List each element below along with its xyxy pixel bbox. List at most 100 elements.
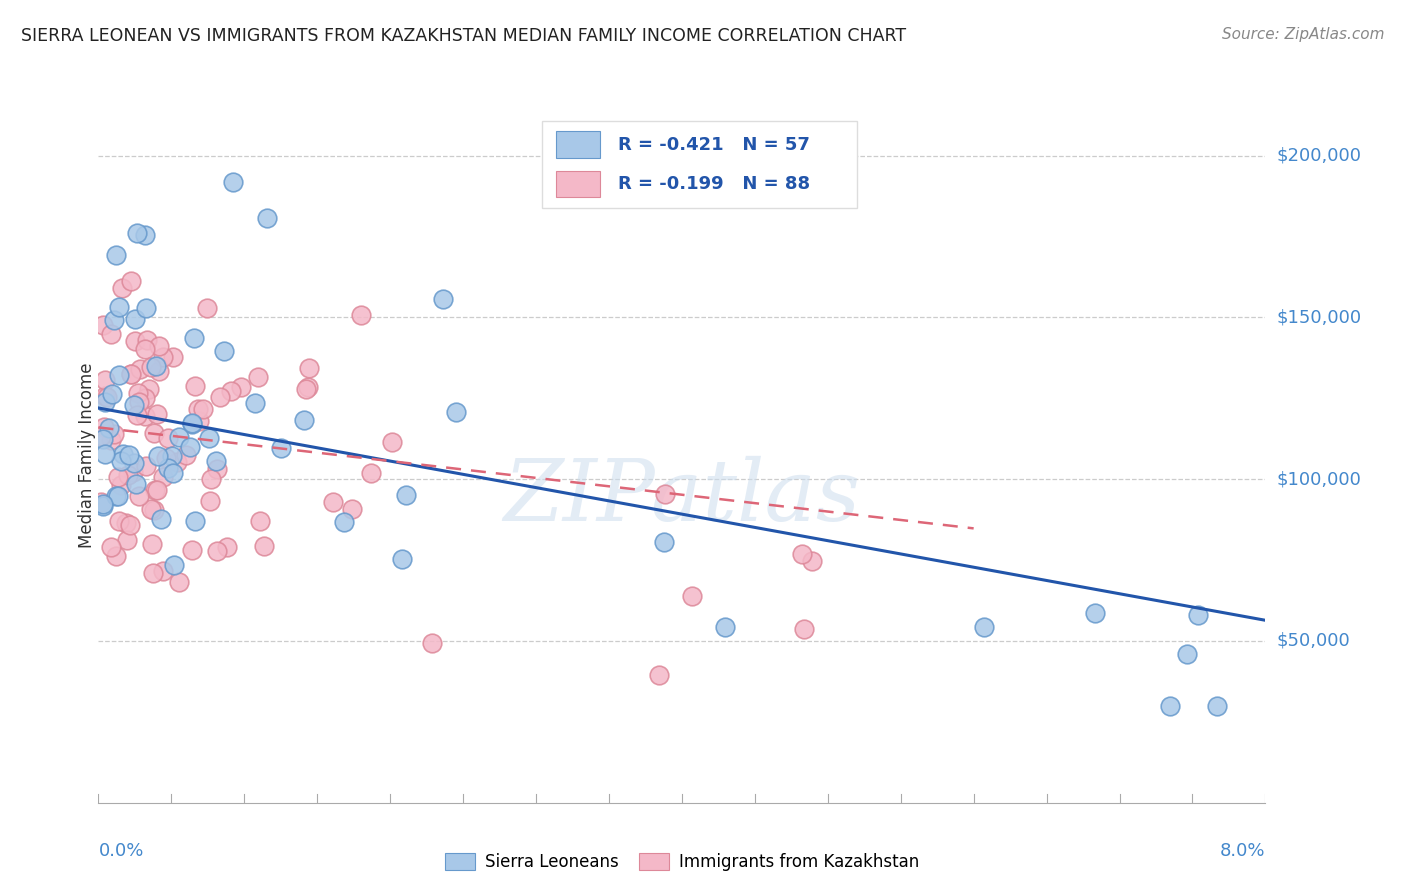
Point	[97, 421, 120, 435]
Point	[117, 468, 139, 483]
Point	[162, 467, 184, 481]
Point	[195, 301, 218, 316]
Point	[198, 431, 221, 445]
Point	[134, 227, 156, 242]
Text: 8.0%: 8.0%	[1220, 842, 1265, 860]
Point	[110, 478, 132, 492]
Point	[91, 497, 114, 511]
FancyBboxPatch shape	[541, 121, 856, 208]
FancyBboxPatch shape	[555, 131, 600, 158]
Point	[167, 574, 190, 589]
Point	[122, 456, 145, 470]
Point	[1175, 647, 1198, 661]
Point	[648, 667, 671, 681]
Text: R = -0.199   N = 88: R = -0.199 N = 88	[617, 175, 810, 194]
Point	[104, 549, 127, 563]
Point	[91, 432, 114, 446]
Text: $200,000: $200,000	[1277, 146, 1361, 165]
Point	[120, 368, 142, 382]
Point	[118, 448, 141, 462]
Point	[100, 433, 122, 447]
Point	[91, 318, 114, 332]
Point	[332, 515, 354, 529]
Point	[128, 489, 150, 503]
Point	[222, 175, 245, 189]
Point	[100, 540, 122, 554]
Point	[1084, 607, 1107, 621]
Point	[100, 387, 122, 401]
Point	[1187, 607, 1209, 622]
Point	[152, 564, 174, 578]
Point	[166, 455, 188, 469]
Point	[292, 413, 315, 427]
Point	[176, 449, 198, 463]
Point	[381, 435, 404, 450]
Point	[100, 326, 122, 341]
Point	[249, 514, 271, 528]
Point	[104, 248, 127, 262]
Point	[93, 447, 115, 461]
Point	[115, 533, 138, 548]
Point	[444, 405, 467, 419]
Point	[125, 226, 148, 240]
Point	[215, 541, 238, 555]
Point	[184, 379, 207, 393]
Point	[654, 486, 676, 500]
Point	[90, 429, 112, 443]
Text: $100,000: $100,000	[1277, 470, 1361, 488]
Point	[120, 274, 142, 288]
Point	[391, 552, 413, 566]
Point	[127, 386, 149, 401]
Text: 0.0%: 0.0%	[98, 842, 143, 860]
Text: $50,000: $50,000	[1277, 632, 1350, 650]
Point	[146, 449, 169, 463]
Point	[114, 516, 136, 531]
Point	[183, 331, 205, 345]
Point	[256, 211, 278, 225]
Point	[219, 384, 242, 398]
Point	[200, 472, 222, 486]
Text: SIERRA LEONEAN VS IMMIGRANTS FROM KAZAKHSTAN MEDIAN FAMILY INCOME CORRELATION CH: SIERRA LEONEAN VS IMMIGRANTS FROM KAZAKH…	[21, 27, 907, 45]
Point	[1206, 698, 1229, 713]
Point	[162, 350, 184, 364]
Point	[142, 426, 165, 441]
Point	[96, 390, 118, 404]
Point	[145, 359, 167, 373]
Point	[212, 344, 235, 359]
Point	[297, 380, 319, 394]
Point	[973, 620, 995, 634]
Point	[145, 483, 167, 497]
Point	[141, 537, 163, 551]
Point	[350, 308, 373, 322]
Point	[800, 554, 823, 568]
Point	[90, 495, 112, 509]
Point	[134, 409, 156, 423]
Point	[136, 333, 159, 347]
Point	[654, 535, 676, 549]
Point	[104, 489, 127, 503]
Point	[107, 470, 129, 484]
Point	[792, 547, 814, 561]
Point	[141, 501, 163, 516]
Point	[120, 368, 142, 382]
Point	[152, 350, 174, 364]
Point	[1159, 698, 1181, 713]
Point	[342, 502, 364, 516]
Point	[94, 395, 117, 409]
Point	[135, 301, 157, 316]
Point	[108, 368, 131, 383]
Point	[184, 514, 207, 528]
Point	[94, 373, 117, 387]
Point	[181, 542, 204, 557]
Point	[432, 293, 454, 307]
Point	[187, 414, 209, 428]
Point	[246, 369, 269, 384]
Point	[681, 589, 703, 603]
Point	[187, 401, 209, 416]
Point	[121, 466, 143, 480]
Text: Source: ZipAtlas.com: Source: ZipAtlas.com	[1222, 27, 1385, 42]
Point	[94, 389, 117, 403]
Point	[91, 500, 114, 514]
Point	[149, 512, 172, 526]
Y-axis label: Median Family Income: Median Family Income	[79, 362, 96, 548]
